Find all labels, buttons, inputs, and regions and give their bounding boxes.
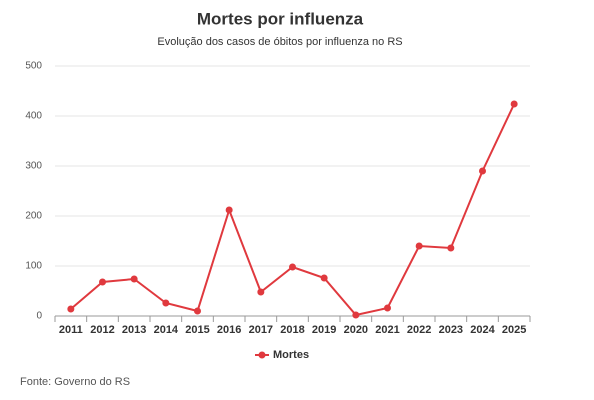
- x-tick-label: 2015: [185, 324, 209, 336]
- point: [447, 244, 455, 252]
- x-tick-label: 2012: [90, 324, 114, 336]
- point: [130, 275, 138, 283]
- x-tick-label: 2019: [312, 324, 336, 336]
- chart-subtitle: Evolução dos casos de óbitos por influen…: [157, 36, 402, 48]
- point: [194, 307, 201, 315]
- point: [257, 288, 265, 296]
- y-tick-label: 100: [25, 261, 42, 272]
- point: [289, 263, 296, 271]
- x-tick-label: 2017: [249, 324, 273, 336]
- point: [67, 305, 75, 313]
- x-tick-label: 2025: [502, 324, 526, 336]
- point: [225, 206, 233, 214]
- x-tick-label: 2014: [154, 324, 179, 336]
- legend-label: Mortes: [273, 349, 309, 361]
- source: Fonte: Governo do RS: [20, 376, 130, 388]
- x-tick-label: 2022: [407, 324, 431, 336]
- x-tick-label: 2023: [439, 324, 463, 336]
- point: [415, 242, 423, 250]
- point: [384, 304, 391, 312]
- x-tick-label: 2016: [217, 324, 241, 336]
- point: [479, 167, 486, 175]
- point: [99, 278, 106, 286]
- x-tick-label: 2018: [280, 324, 304, 336]
- point: [162, 299, 170, 307]
- x-tick-label: 2013: [122, 324, 146, 336]
- y-tick-label: 0: [36, 311, 42, 322]
- x-tick-label: 2024: [470, 324, 495, 336]
- y-tick-label: 500: [25, 61, 42, 72]
- y-tick-label: 300: [25, 161, 42, 172]
- line: [70, 103, 516, 317]
- x-tick-label: 2020: [344, 324, 368, 336]
- point: [352, 311, 360, 319]
- point: [510, 100, 518, 108]
- y-tick-label: 200: [25, 211, 42, 222]
- legend-swatch: [258, 351, 266, 359]
- point: [320, 274, 328, 282]
- x-tick-label: 2021: [375, 324, 399, 336]
- y-tick-label: 400: [25, 111, 42, 122]
- x-tick-label: 2011: [59, 324, 83, 336]
- chart-title: Mortes por influenza: [197, 9, 364, 28]
